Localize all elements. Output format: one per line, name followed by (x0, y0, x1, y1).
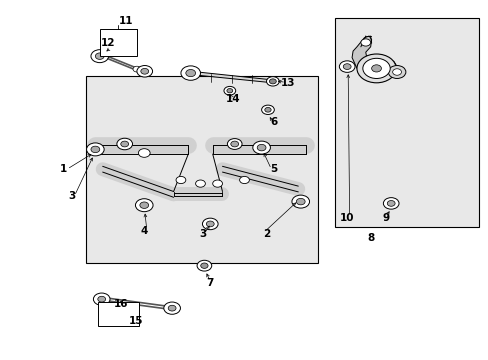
Circle shape (230, 141, 238, 147)
Text: 6: 6 (270, 117, 277, 127)
Text: 3: 3 (199, 229, 206, 239)
Circle shape (137, 66, 152, 77)
Circle shape (206, 221, 214, 227)
Circle shape (86, 143, 104, 156)
Circle shape (138, 149, 150, 157)
Circle shape (133, 66, 141, 72)
Text: 4: 4 (140, 226, 148, 236)
Circle shape (296, 198, 305, 205)
Polygon shape (351, 36, 395, 76)
Circle shape (261, 105, 274, 114)
Circle shape (224, 86, 235, 95)
Circle shape (91, 146, 100, 153)
Circle shape (176, 176, 185, 184)
Circle shape (386, 201, 394, 206)
Circle shape (392, 69, 401, 75)
Bar (98, 302, 139, 326)
Circle shape (252, 141, 270, 154)
Circle shape (91, 50, 108, 63)
Circle shape (121, 141, 128, 147)
Bar (100, 29, 137, 56)
Text: 3: 3 (69, 191, 76, 201)
Text: 7: 7 (206, 278, 214, 288)
Circle shape (117, 138, 132, 150)
Circle shape (227, 139, 242, 149)
Circle shape (269, 79, 276, 84)
Circle shape (383, 198, 398, 209)
Circle shape (226, 89, 232, 93)
Circle shape (185, 69, 195, 77)
Circle shape (212, 180, 222, 187)
Circle shape (362, 58, 389, 78)
Bar (85, 76, 317, 263)
Polygon shape (190, 71, 272, 83)
Circle shape (141, 68, 148, 74)
Circle shape (291, 195, 309, 208)
Circle shape (98, 296, 105, 302)
Circle shape (93, 293, 110, 305)
Circle shape (257, 144, 265, 151)
Circle shape (239, 176, 249, 184)
Circle shape (343, 64, 350, 69)
Circle shape (95, 53, 104, 59)
Text: 15: 15 (128, 316, 143, 326)
Circle shape (266, 77, 279, 86)
Circle shape (181, 66, 200, 80)
Text: 16: 16 (114, 299, 128, 309)
Circle shape (339, 61, 354, 72)
Circle shape (200, 263, 207, 269)
Text: 12: 12 (101, 38, 116, 48)
Text: 9: 9 (382, 213, 389, 223)
Text: 11: 11 (119, 16, 133, 26)
Circle shape (163, 302, 180, 314)
Circle shape (168, 305, 176, 311)
Circle shape (195, 180, 205, 187)
Text: 13: 13 (281, 78, 295, 88)
Circle shape (387, 66, 405, 78)
Circle shape (141, 69, 148, 74)
Circle shape (264, 107, 270, 112)
Circle shape (197, 260, 211, 271)
Circle shape (135, 199, 153, 212)
Circle shape (202, 218, 218, 230)
Circle shape (360, 39, 370, 46)
Text: 8: 8 (366, 233, 373, 243)
Bar (334, 18, 478, 227)
Text: 10: 10 (339, 213, 354, 223)
Text: 14: 14 (225, 94, 240, 104)
Text: 2: 2 (263, 229, 269, 239)
Circle shape (356, 54, 395, 83)
Circle shape (371, 65, 381, 72)
Text: 1: 1 (60, 164, 67, 174)
Circle shape (140, 202, 148, 208)
Text: 5: 5 (270, 164, 277, 174)
